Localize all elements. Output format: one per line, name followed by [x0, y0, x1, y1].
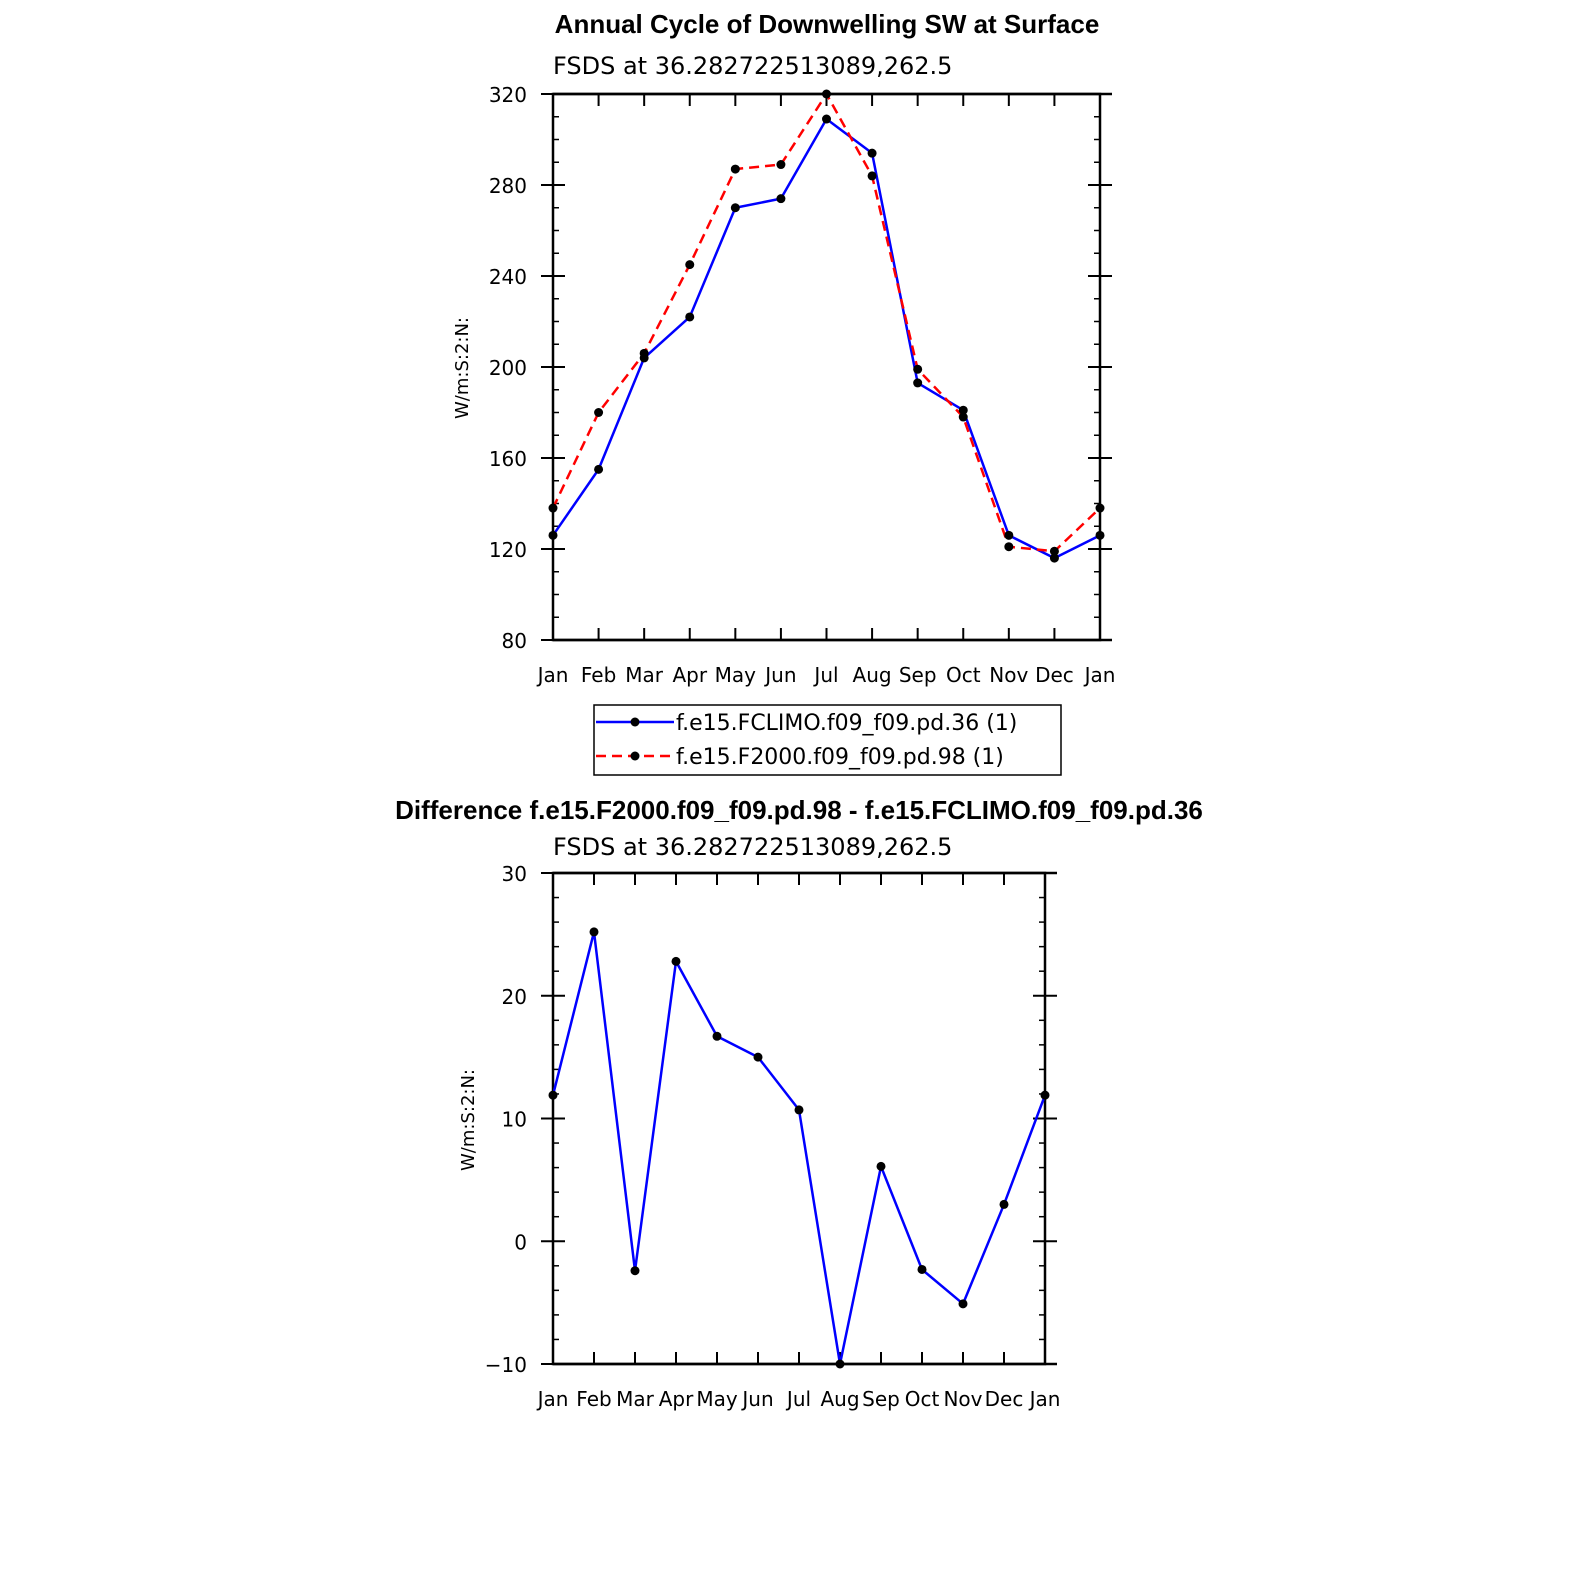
y-tick-label: 20: [502, 985, 527, 1009]
chart-subtitle: FSDS at 36.282722513089,262.5: [553, 52, 952, 80]
x-tick-label: Sep: [862, 1387, 900, 1411]
data-point: [1004, 530, 1014, 540]
legend: f.e15.FCLIMO.f09_f09.pd.36 (1) f.e15.F20…: [593, 704, 1062, 776]
x-tick-label: Oct: [946, 663, 981, 687]
data-point: [685, 312, 695, 322]
data-point: [867, 171, 877, 181]
y-tick-label: 200: [489, 356, 527, 380]
y-tick-label: 280: [489, 174, 527, 198]
series-line-2: [551, 92, 1101, 553]
data-point: [1049, 546, 1059, 556]
legend-marker-series-1: [630, 717, 640, 727]
series-line-1: [551, 930, 1047, 1366]
plot-area: Jan Feb Mar Apr May Jun Jul Aug Sep Oct Nov Dec Jan−…: [485, 862, 1061, 1411]
series-line-1: [551, 117, 1101, 560]
data-point: [822, 89, 831, 99]
data-point: [1095, 530, 1105, 540]
data-point: [867, 148, 877, 158]
x-tick-label: Feb: [581, 663, 616, 687]
data-point: [913, 378, 923, 388]
x-tick-label: Apr: [659, 1387, 694, 1411]
x-tick-label: Jan: [536, 1387, 569, 1411]
y-tick-label: 80: [502, 629, 527, 653]
y-tick-label: 0: [514, 1230, 527, 1254]
legend-marker-series-2: [630, 751, 640, 761]
y-axis-label: W/m:S:2:N:: [452, 317, 473, 419]
data-point: [594, 408, 604, 417]
x-tick-label: Jan: [536, 663, 569, 687]
y-tick-label: 10: [502, 1108, 527, 1132]
y-tick-label: 120: [489, 538, 527, 562]
x-tick-label: Dec: [1035, 663, 1074, 687]
data-point: [548, 503, 558, 513]
data-point: [671, 956, 681, 966]
chart-subtitle: FSDS at 36.282722513089,262.5: [553, 833, 952, 861]
x-tick-label: Aug: [853, 663, 892, 687]
y-tick-label: 30: [502, 862, 527, 886]
data-point: [822, 114, 831, 124]
data-point: [548, 530, 558, 540]
x-tick-label: Jul: [812, 663, 838, 687]
x-tick-label: Nov: [943, 1387, 982, 1411]
x-tick-label: Jul: [785, 1387, 811, 1411]
data-point: [958, 412, 968, 422]
x-tick-label: Oct: [905, 1387, 940, 1411]
data-point: [730, 164, 740, 174]
data-point: [876, 1161, 886, 1171]
chart-title: Annual Cycle of Downwelling SW at Surfac…: [555, 9, 1100, 39]
x-tick-label: Apr: [672, 663, 707, 687]
x-tick-label: Jan: [1028, 1387, 1061, 1411]
y-tick-label: −10: [485, 1353, 527, 1377]
y-axis-label: W/m:S:2:N:: [458, 1069, 479, 1171]
data-point: [835, 1359, 845, 1369]
chart-title: Difference f.e15.F2000.f09_f09.pd.98 - f…: [395, 795, 1203, 825]
x-tick-label: Mar: [616, 1387, 655, 1411]
data-point: [794, 1105, 804, 1115]
data-point: [1040, 1090, 1050, 1100]
x-tick-label: Sep: [899, 663, 937, 687]
data-point: [1049, 553, 1059, 563]
x-tick-label: Nov: [989, 663, 1028, 687]
x-tick-label: Feb: [576, 1387, 611, 1411]
data-point: [594, 464, 604, 474]
data-point: [776, 160, 786, 170]
data-point: [753, 1052, 763, 1062]
data-point: [639, 348, 649, 358]
plot-area: Jan Feb Mar Apr May Jun Jul Aug Sep Oct Nov Dec Jan 8…: [489, 83, 1116, 687]
x-tick-label: Aug: [820, 1387, 859, 1411]
data-point: [958, 405, 968, 415]
data-point: [589, 927, 599, 937]
data-point: [730, 203, 740, 213]
x-tick-label: Jun: [763, 663, 796, 687]
data-point: [913, 364, 923, 374]
legend-box: [593, 704, 1062, 776]
x-tick-label: Jan: [1083, 663, 1116, 687]
data-point: [685, 260, 695, 270]
difference-chart: Difference f.e15.F2000.f09_f09.pd.98 - f…: [395, 795, 1203, 1411]
plot-frame: [551, 871, 1047, 1366]
x-tick-label: May: [715, 663, 757, 687]
x-tick-label: Jun: [740, 1387, 773, 1411]
data-point: [712, 1031, 722, 1041]
data-point: [776, 194, 786, 204]
data-point: [917, 1264, 927, 1274]
data-point: [958, 1299, 968, 1309]
annual-cycle-chart: Annual Cycle of Downwelling SW at Surfac…: [452, 9, 1116, 776]
data-point: [999, 1199, 1009, 1209]
data-point: [1004, 542, 1014, 552]
data-point: [630, 1266, 640, 1276]
legend-label-series-1: f.e15.FCLIMO.f09_f09.pd.36 (1): [676, 711, 1017, 736]
y-tick-label: 160: [489, 447, 527, 471]
x-tick-label: Mar: [625, 663, 664, 687]
x-tick-label: Dec: [985, 1387, 1024, 1411]
legend-label-series-2: f.e15.F2000.f09_f09.pd.98 (1): [676, 745, 1004, 770]
x-tick-label: May: [696, 1387, 738, 1411]
y-tick-label: 320: [489, 83, 527, 107]
data-point: [1095, 503, 1105, 513]
y-tick-label: 240: [489, 265, 527, 289]
data-point: [548, 1090, 558, 1100]
